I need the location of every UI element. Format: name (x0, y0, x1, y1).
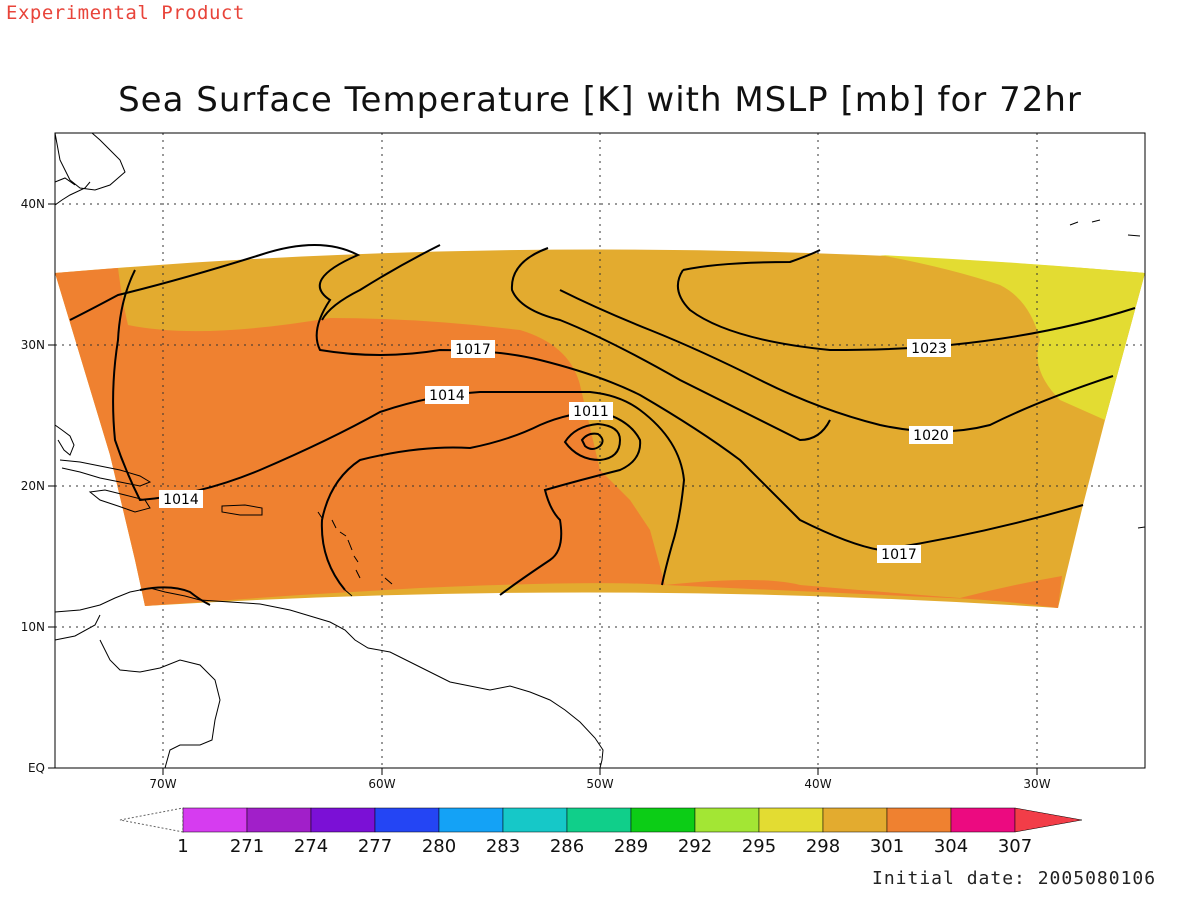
contour-label: 1020 (913, 428, 949, 444)
colorbar-swatch (822, 807, 888, 833)
colorbar-label: 292 (678, 836, 712, 857)
axis-ticks (48, 203, 1038, 775)
colorbar-swatch (630, 807, 696, 833)
colorbar-swatch (182, 807, 248, 833)
x-axis: 70W 60W 50W 40W 30W (149, 777, 1050, 791)
y-tick-label: 40N (21, 197, 45, 211)
colorbar-swatch (950, 807, 1016, 833)
sst-region-295-298 (880, 255, 1145, 420)
y-tick-label: 30N (21, 338, 45, 352)
colorbar-swatch (694, 807, 760, 833)
x-tick-label: 70W (149, 777, 176, 791)
contour-low-center (580, 432, 604, 450)
contour-label: 1011 (573, 404, 609, 420)
sst-region-301-304-se (665, 576, 1062, 608)
colorbar-label: 304 (934, 836, 968, 857)
colorbar: 1 271 274 277 280 283 286 289 292 295 298 301 304 307 (119, 807, 1083, 857)
contour-1011-inner (563, 422, 622, 462)
lesser-antilles-coast (317, 511, 393, 597)
contour-label: 1023 (911, 341, 947, 357)
contour-1014-east (510, 247, 831, 442)
colorbar-label: 274 (294, 836, 328, 857)
colorbar-swatch (438, 807, 504, 833)
south-america-coast (54, 587, 604, 769)
colorbar-left-arrow (119, 807, 184, 833)
colorbar-swatch (886, 807, 952, 833)
colorbar-label: 307 (998, 836, 1032, 857)
contour-1017-north (321, 244, 441, 321)
y-tick-label: 10N (21, 620, 45, 634)
coastlines (54, 132, 1146, 769)
colorbar-swatch (566, 807, 632, 833)
grid-lines (55, 133, 1145, 768)
colorbar-labels: 1 271 274 277 280 283 286 289 292 295 298 301 304 307 (177, 836, 1032, 857)
hispaniola-coast (88, 489, 151, 513)
north-america-coast (54, 132, 126, 206)
colorbar-label: 289 (614, 836, 648, 857)
contour-1014-west (112, 269, 686, 586)
contour-labels: 1017 1014 1011 1014 1023 1020 1017 (159, 339, 953, 563)
contour-label: 1014 (429, 388, 465, 404)
colorbar-swatch (758, 807, 824, 833)
contour-1023 (676, 249, 1136, 352)
colorbar-label: 283 (486, 836, 520, 857)
colorbar-swatch (374, 807, 440, 833)
contour-sa-low (139, 586, 211, 606)
contour-label: 1014 (163, 492, 199, 508)
y-tick-label: 20N (21, 479, 45, 493)
colorbar-label: 295 (742, 836, 776, 857)
initial-date: Initial date: 2005080106 (872, 868, 1157, 889)
y-axis: EQ 10N 20N 30N 40N (21, 197, 45, 775)
y-tick-label: EQ (28, 761, 45, 775)
colorbar-label: 301 (870, 836, 904, 857)
colorbar-swatch (246, 807, 312, 833)
florida-coast (54, 424, 75, 456)
contour-label: 1017 (881, 547, 917, 563)
colorbar-label: 286 (550, 836, 584, 857)
colorbar-label: 298 (806, 836, 840, 857)
colorbar-label: 271 (230, 836, 264, 857)
experimental-product-tag: Experimental Product (6, 2, 245, 24)
colorbar-swatches (182, 807, 1016, 833)
sst-region-301-304 (55, 268, 665, 606)
x-tick-label: 30W (1023, 777, 1050, 791)
colorbar-right-arrow (1014, 807, 1083, 833)
chart-title: Sea Surface Temperature [K] with MSLP [m… (118, 80, 1082, 120)
atlantic-islands-coast (1069, 219, 1146, 529)
colorbar-swatch (310, 807, 376, 833)
x-tick-label: 60W (368, 777, 395, 791)
colorbar-swatch (502, 807, 568, 833)
x-tick-label: 40W (804, 777, 831, 791)
colorbar-label: 277 (358, 836, 392, 857)
colorbar-label: 1 (177, 836, 188, 857)
x-tick-label: 50W (586, 777, 613, 791)
puerto-rico-coast (221, 504, 263, 516)
cuba-coast (59, 459, 152, 487)
contour-1020 (559, 289, 1114, 433)
colorbar-label: 280 (422, 836, 456, 857)
contour-label: 1017 (455, 342, 491, 358)
